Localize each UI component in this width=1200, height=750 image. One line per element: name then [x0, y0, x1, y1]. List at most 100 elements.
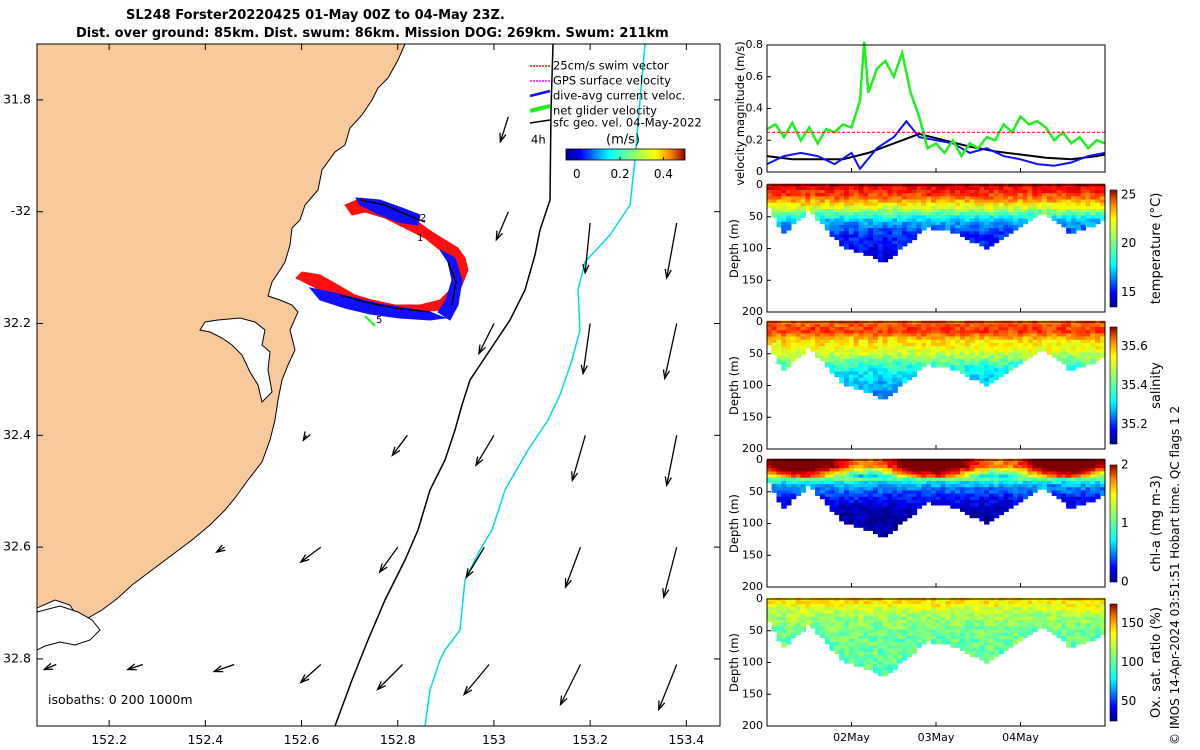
section-cell	[844, 651, 850, 658]
section-cell	[868, 320, 874, 327]
section-cell	[834, 320, 840, 327]
section-cell	[969, 224, 975, 231]
section-cell	[1042, 327, 1048, 333]
section-cell	[781, 224, 787, 231]
section-cell	[979, 626, 985, 632]
section-cell	[911, 468, 918, 474]
section-cell	[974, 333, 980, 339]
section-cell	[887, 638, 893, 645]
section-cell	[1085, 218, 1091, 225]
section-cell	[921, 499, 927, 506]
section-cell	[1100, 474, 1106, 481]
section-cell	[993, 496, 1000, 503]
section-cell	[795, 186, 802, 193]
section-cell	[1051, 490, 1058, 496]
section-cell	[795, 604, 802, 610]
section-cell	[824, 186, 831, 193]
section-cell	[858, 374, 864, 381]
section-cell	[829, 616, 835, 623]
section-cell	[848, 240, 855, 247]
section-cell	[911, 333, 918, 339]
section-cell	[1022, 355, 1029, 362]
section-cell	[984, 374, 990, 381]
section-cell	[969, 645, 975, 651]
section-cell	[819, 607, 826, 613]
section-cell	[810, 474, 816, 481]
section-cell	[848, 496, 855, 503]
section-cell	[897, 604, 903, 610]
section-cell	[950, 221, 956, 228]
section-cell	[1013, 336, 1019, 343]
section-cell	[834, 352, 840, 358]
section-cell	[988, 512, 995, 519]
section-cell	[1013, 499, 1019, 506]
section-cell	[829, 212, 835, 218]
section-cell	[921, 458, 927, 465]
section-cell	[1100, 458, 1106, 465]
section-cell	[805, 474, 811, 481]
section-cell	[926, 610, 932, 616]
section-cell	[776, 327, 782, 333]
section-cell	[1066, 477, 1072, 484]
section-cell	[858, 638, 864, 645]
section-cell	[1066, 183, 1072, 190]
section-cell	[844, 471, 850, 477]
section-cell	[897, 512, 903, 519]
section-cell	[824, 221, 831, 228]
section-cell	[1032, 349, 1038, 355]
section-cell	[984, 361, 990, 368]
section-cell	[964, 202, 971, 209]
section-cell	[839, 377, 845, 384]
section-cell	[863, 635, 869, 642]
section-cell	[1022, 613, 1029, 620]
section-cell	[848, 648, 855, 655]
section-cell	[931, 496, 937, 503]
section-cell	[1017, 610, 1024, 616]
section-cell	[979, 458, 985, 465]
section-cell	[935, 635, 942, 642]
section-cell	[1008, 503, 1014, 509]
section-cell	[964, 183, 971, 190]
section-cell	[955, 600, 961, 607]
section-cell	[887, 387, 893, 393]
section-cell	[873, 253, 879, 260]
section-cell	[776, 336, 782, 343]
section-cell	[1100, 205, 1106, 212]
section-cell	[805, 205, 811, 212]
section-cell	[960, 610, 966, 616]
section-cell	[1037, 209, 1043, 215]
section-cell	[1013, 461, 1019, 468]
section-cell	[873, 645, 879, 651]
section-cell	[844, 346, 850, 352]
section-cell	[921, 193, 927, 199]
section-cell	[829, 461, 835, 468]
section-cell	[897, 352, 903, 358]
section-cell	[935, 327, 942, 333]
section-cell	[805, 480, 811, 487]
section-cell	[902, 610, 908, 616]
section-cell	[1075, 619, 1082, 626]
section-cell	[1051, 346, 1058, 352]
section-cell	[1003, 471, 1009, 477]
section-cell	[819, 339, 826, 346]
section-cell	[1075, 193, 1082, 199]
section-cell	[1051, 342, 1058, 349]
section-cell	[1090, 221, 1096, 228]
section-cell	[926, 474, 932, 481]
section-cell	[824, 202, 831, 209]
section-cell	[969, 237, 975, 244]
section-cell	[926, 616, 932, 623]
section-cell	[781, 205, 787, 212]
section-cell	[940, 499, 946, 506]
section-cell	[839, 458, 845, 465]
section-cell	[800, 600, 806, 607]
section-cell	[892, 358, 898, 365]
section-cell	[839, 645, 845, 651]
section-cell	[829, 642, 835, 648]
section-cell	[926, 480, 932, 487]
section-ytick-label: 0	[756, 453, 763, 466]
section-cell	[945, 349, 951, 355]
section-cell	[1008, 496, 1014, 503]
section-cell	[819, 616, 826, 623]
section-cell	[1061, 616, 1067, 623]
